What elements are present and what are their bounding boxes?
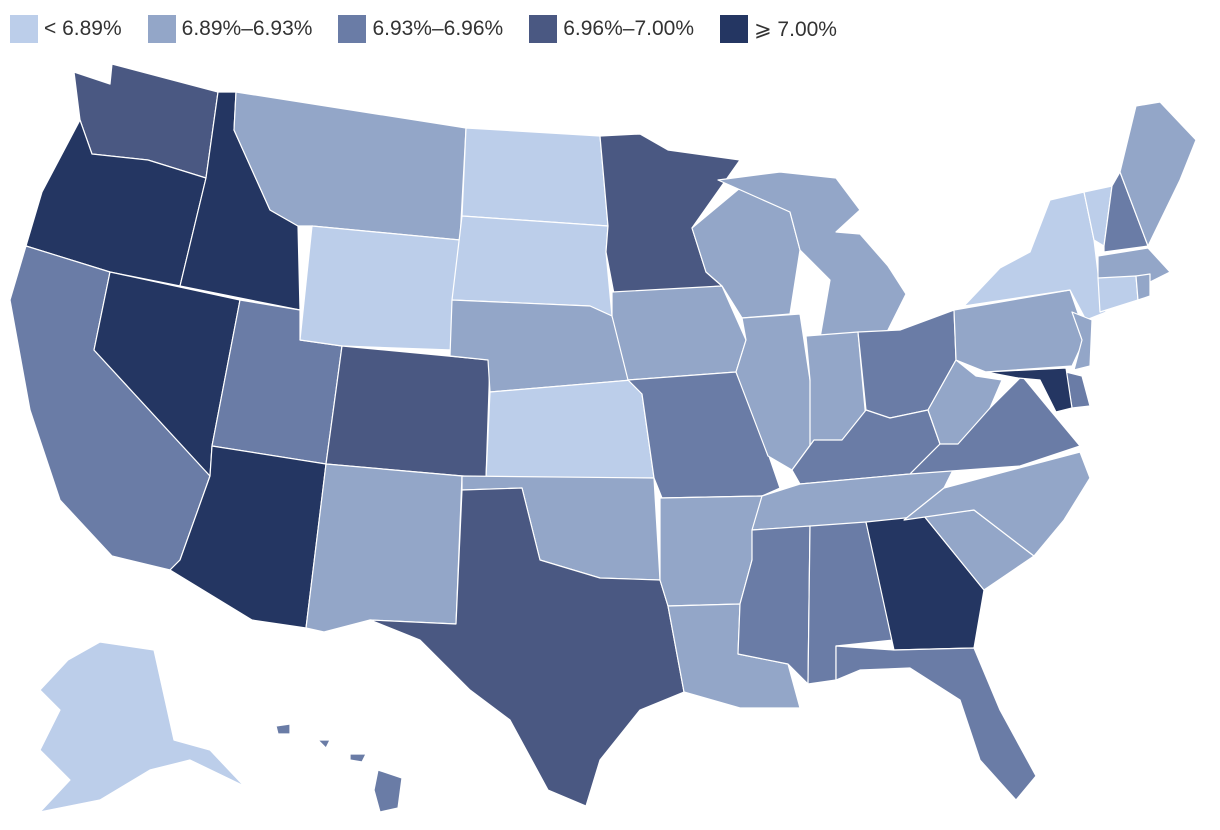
state-wv[interactable]: [927, 359, 1003, 445]
legend-item-2: 6.89%–6.93%: [147, 15, 313, 43]
state-ma[interactable]: [1097, 247, 1171, 283]
legend-item-5: ⩾ 7.00%: [720, 15, 837, 43]
state-fl[interactable]: [835, 645, 1037, 801]
state-md[interactable]: [985, 367, 1073, 413]
legend-swatch-3: [338, 15, 367, 43]
state-ia[interactable]: [611, 285, 747, 381]
legend-label-4: 6.96%–7.00%: [563, 17, 694, 40]
state-wy[interactable]: [299, 225, 461, 351]
state-ct[interactable]: [1097, 275, 1139, 313]
state-nd[interactable]: [461, 127, 609, 227]
state-ak[interactable]: [39, 641, 245, 813]
state-nj[interactable]: [1071, 311, 1093, 371]
state-mi[interactable]: [717, 171, 907, 339]
state-nm[interactable]: [305, 463, 463, 633]
legend-label-5: ⩾ 7.00%: [754, 17, 837, 41]
state-hi[interactable]: [275, 723, 403, 813]
state-tx[interactable]: [369, 487, 685, 807]
state-me[interactable]: [1119, 101, 1197, 247]
legend-swatch-4: [529, 15, 558, 43]
legend-item-4: 6.96%–7.00%: [529, 15, 694, 43]
legend-label-2: 6.89%–6.93%: [181, 17, 313, 40]
legend-swatch-5: [720, 15, 748, 43]
state-nc[interactable]: [903, 451, 1091, 557]
legend-swatch-2: [147, 15, 176, 43]
legend-label-1: < 6.89%: [44, 17, 122, 40]
map-legend: < 6.89% 6.89%–6.93% 6.93%–6.96% 6.96%–7.…: [10, 12, 863, 46]
legend-swatch-1: [10, 15, 38, 43]
legend-item-1: < 6.89%: [10, 15, 122, 43]
state-nh[interactable]: [1103, 171, 1149, 253]
state-co[interactable]: [325, 345, 491, 479]
state-ks[interactable]: [485, 379, 655, 479]
legend-label-3: 6.93%–6.96%: [372, 17, 504, 40]
legend-item-3: 6.93%–6.96%: [338, 15, 503, 43]
state-ri[interactable]: [1135, 273, 1151, 301]
